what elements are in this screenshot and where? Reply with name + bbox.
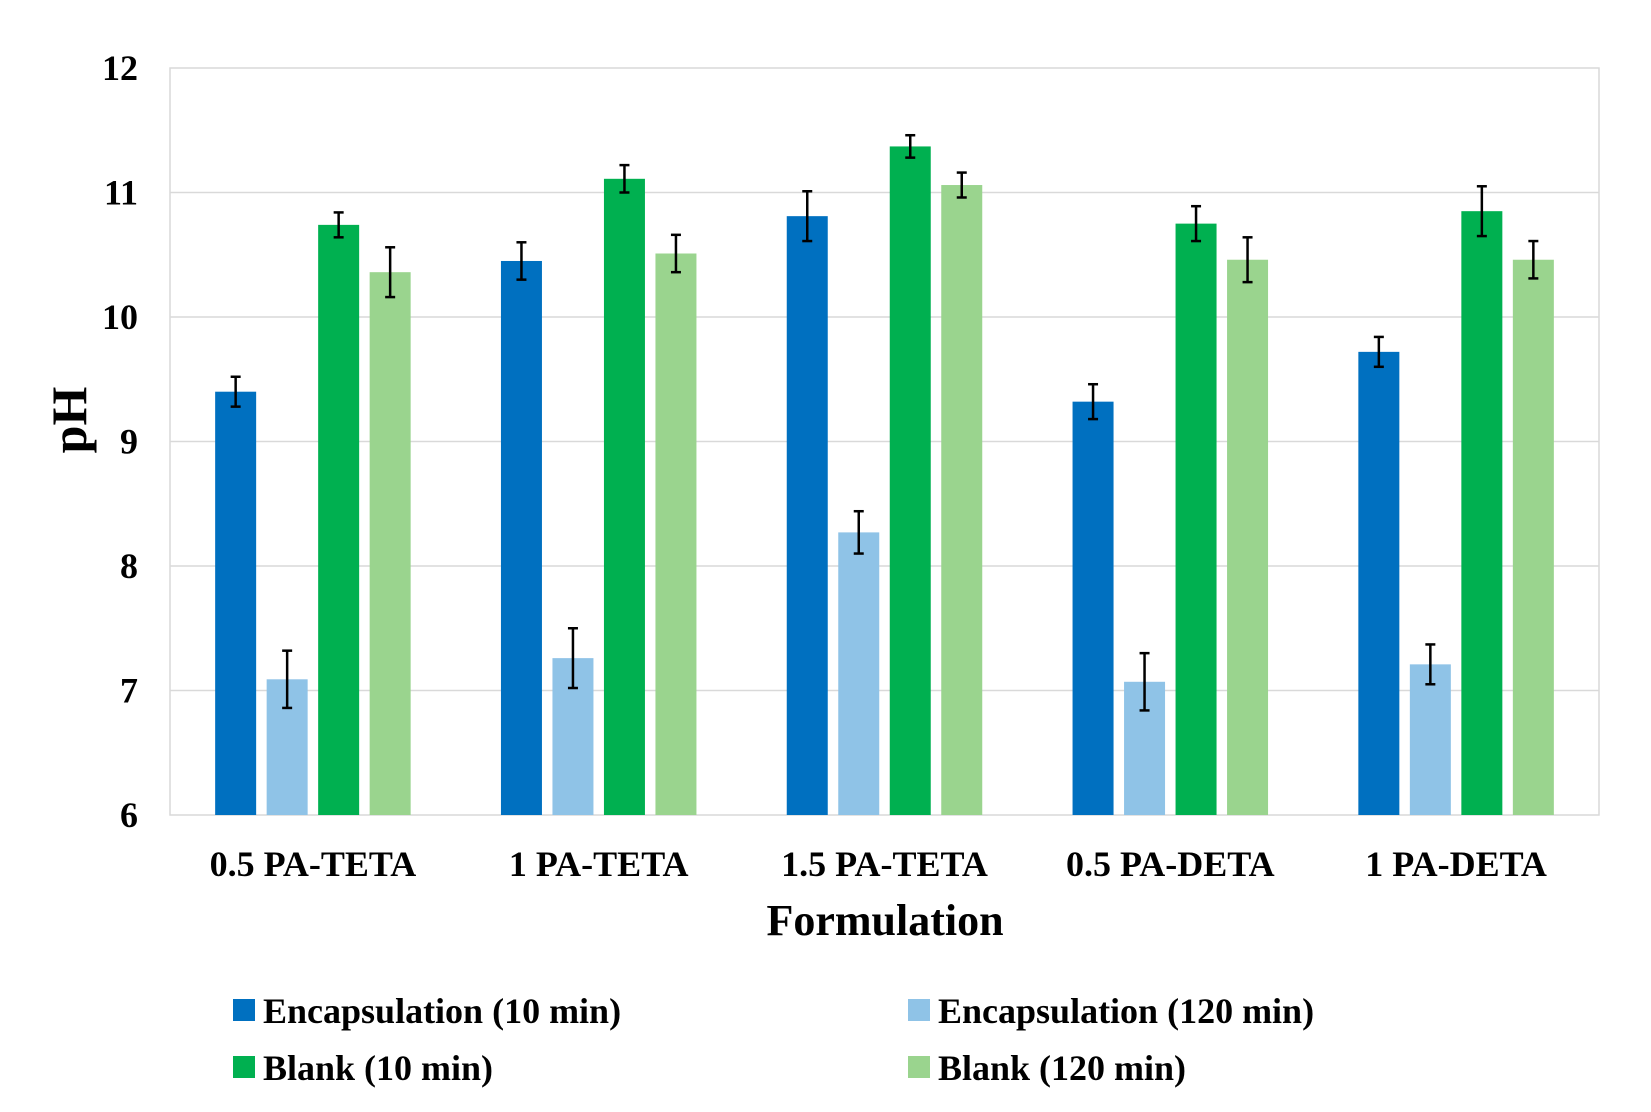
legend-item: Encapsulation (120 min) <box>908 991 1314 1031</box>
legend-item: Blank (10 min) <box>233 1048 493 1088</box>
x-tick-label: 1 PA-TETA <box>509 844 689 884</box>
y-tick-label: 10 <box>102 297 138 337</box>
bar <box>1227 259 1269 816</box>
legend-item: Encapsulation (10 min) <box>233 991 621 1031</box>
bar <box>500 260 542 816</box>
x-tick-label: 1 PA-DETA <box>1365 844 1547 884</box>
error-bars <box>230 133 1539 712</box>
bar <box>1461 211 1503 816</box>
bar <box>215 391 257 815</box>
y-tick-label: 6 <box>120 795 138 835</box>
legend: Encapsulation (10 min) Encapsulation (120… <box>233 991 1314 1088</box>
bar <box>838 532 880 815</box>
legend-label: Encapsulation (120 min) <box>938 991 1314 1031</box>
legend-label: Encapsulation (10 min) <box>263 991 621 1031</box>
bar <box>1358 351 1400 815</box>
bar <box>603 178 645 815</box>
legend-swatch <box>233 1056 255 1078</box>
y-tick-label: 7 <box>120 671 138 711</box>
x-tick-labels: 0.5 PA-TETA 1 PA-TETA 1.5 PA-TETA 0.5 PA-DE… <box>210 844 1547 884</box>
bars <box>215 146 1554 816</box>
y-tick-label: 11 <box>104 173 138 213</box>
bar <box>786 216 828 815</box>
bar <box>1512 259 1554 816</box>
bar <box>1175 223 1217 815</box>
y-tick-labels: 6 7 8 9 10 11 12 <box>102 48 138 835</box>
bar <box>318 224 360 815</box>
legend-item: Blank (120 min) <box>908 1048 1186 1088</box>
bar <box>1072 401 1114 815</box>
legend-label: Blank (10 min) <box>263 1048 493 1088</box>
bar <box>1409 664 1451 815</box>
bar <box>655 253 697 815</box>
bar <box>941 185 983 815</box>
x-tick-label: 1.5 PA-TETA <box>781 844 988 884</box>
y-tick-label: 8 <box>120 546 138 586</box>
y-axis-title: pH <box>41 387 97 454</box>
bar <box>369 272 411 815</box>
legend-swatch <box>233 999 255 1021</box>
x-tick-label: 0.5 PA-TETA <box>210 844 417 884</box>
legend-label: Blank (120 min) <box>938 1048 1186 1088</box>
y-tick-label: 9 <box>120 422 138 462</box>
x-axis-title: Formulation <box>766 896 1003 945</box>
legend-swatch <box>908 999 930 1021</box>
x-tick-label: 0.5 PA-DETA <box>1066 844 1275 884</box>
bar <box>889 146 931 815</box>
legend-swatch <box>908 1056 930 1078</box>
y-tick-label: 12 <box>102 48 138 88</box>
